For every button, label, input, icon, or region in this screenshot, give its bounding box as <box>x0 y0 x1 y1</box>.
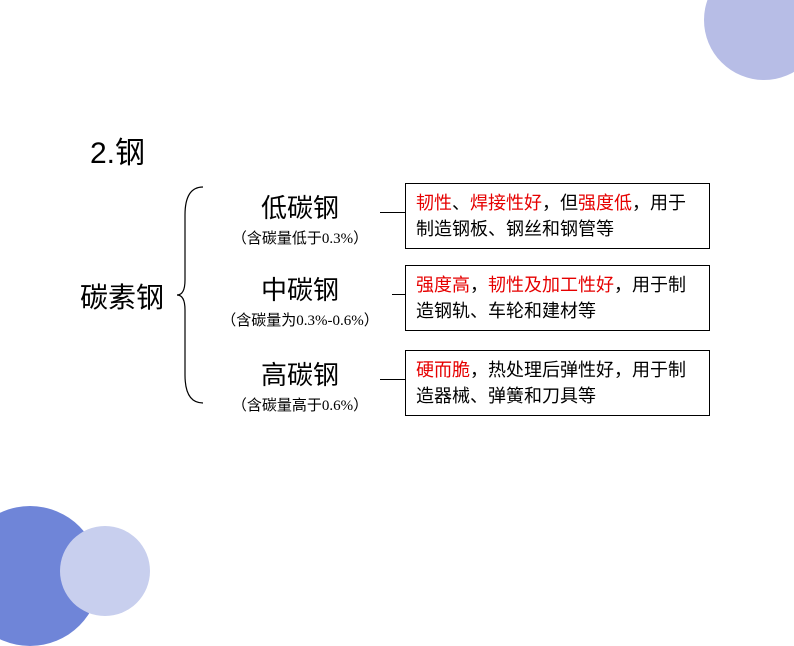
category-note: （含碳量低于0.3%） <box>210 227 390 248</box>
category-low-carbon: 低碳钢 （含碳量低于0.3%） <box>210 188 390 248</box>
highlight-text: 焊接性好 <box>470 193 542 213</box>
connector-line <box>380 379 405 380</box>
category-name: 低碳钢 <box>210 188 390 225</box>
bracket-icon <box>175 185 205 405</box>
highlight-text: 强度低 <box>578 193 632 213</box>
category-note: （含碳量高于0.6%） <box>210 394 390 415</box>
desc-box-mid-carbon: 强度高，韧性及加工性好，用于制造钢轨、车轮和建材等 <box>405 265 710 331</box>
highlight-text: 韧性 <box>416 193 452 213</box>
highlight-text: 强度高 <box>416 275 470 295</box>
category-high-carbon: 高碳钢 （含碳量高于0.6%） <box>210 355 390 415</box>
plain-text: 、 <box>452 193 470 213</box>
category-note: （含碳量为0.3%-0.6%） <box>210 309 390 330</box>
root-label: 碳素钢 <box>80 276 164 316</box>
desc-box-high-carbon: 硬而脆，热处理后弹性好，用于制造器械、弹簧和刀具等 <box>405 350 710 416</box>
decor-blob-top-right <box>704 0 794 80</box>
connector-line <box>392 294 405 295</box>
section-title: 2.钢 <box>90 128 145 172</box>
plain-text: ， <box>470 275 488 295</box>
highlight-text: 韧性及加工性好 <box>488 275 614 295</box>
plain-text: ，但 <box>542 193 578 213</box>
highlight-text: 硬而脆 <box>416 360 470 380</box>
category-name: 高碳钢 <box>210 355 390 392</box>
connector-line <box>380 212 405 213</box>
category-mid-carbon: 中碳钢 （含碳量为0.3%-0.6%） <box>210 270 390 330</box>
decor-blob-bottom-left-front <box>60 526 150 616</box>
category-name: 中碳钢 <box>210 270 390 307</box>
desc-box-low-carbon: 韧性、焊接性好，但强度低，用于制造钢板、钢丝和钢管等 <box>405 183 710 249</box>
